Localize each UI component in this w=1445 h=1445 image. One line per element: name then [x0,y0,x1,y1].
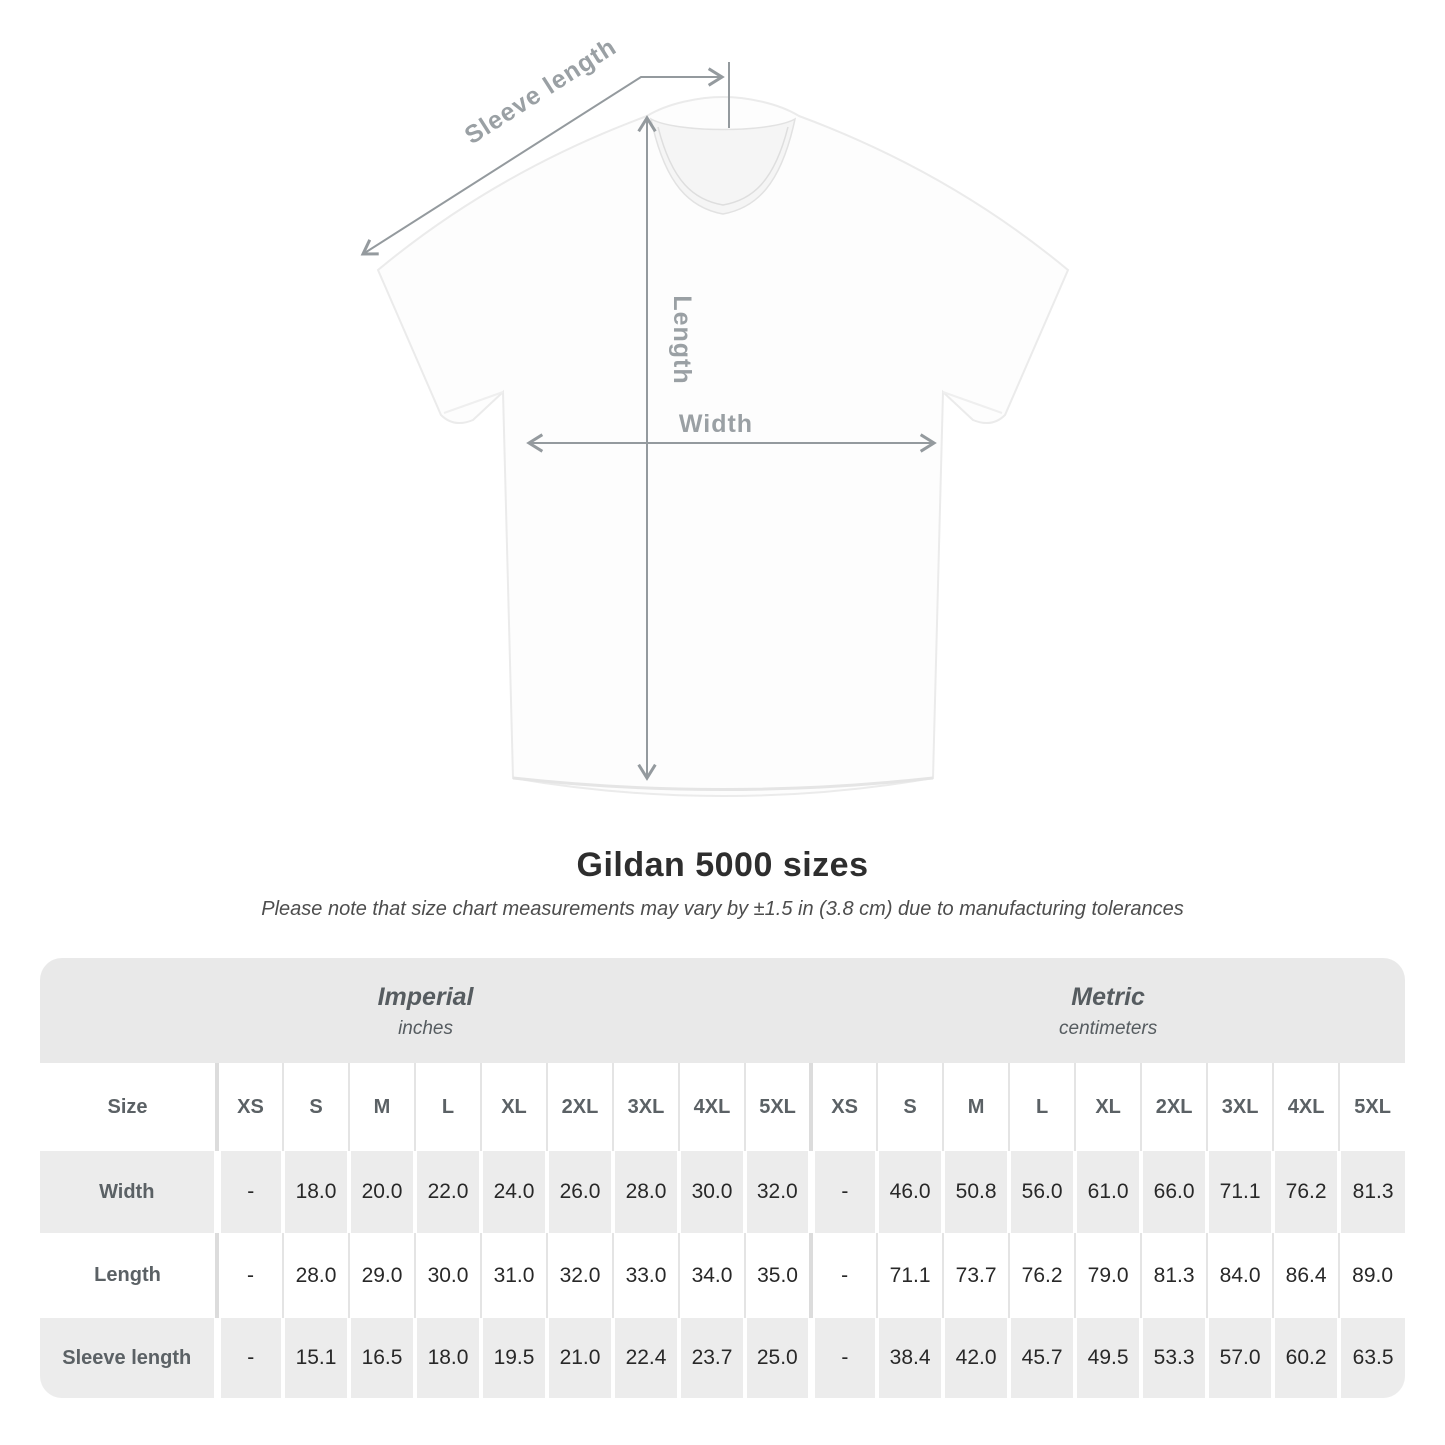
size-header-imperial-5xl: 5XL [743,1063,812,1151]
measurement-cell: 22.0 [413,1151,481,1233]
size-header-imperial-s: S [282,1063,349,1151]
size-header-imperial-m: M [348,1063,415,1151]
measurement-cell: 30.0 [414,1233,481,1318]
size-header-imperial-3xl: 3XL [612,1063,679,1151]
tshirt-measurement-diagram: Sleeve length Length Width [360,33,1070,798]
size-header-metric-l: L [1008,1063,1076,1151]
measurement-cell: 22.4 [611,1318,679,1398]
measurement-cell: 81.3 [1140,1233,1208,1318]
units-header-imperial: Imperial inches [40,958,812,1063]
measurement-cell: 20.0 [347,1151,415,1233]
measurement-cell: 30.0 [677,1151,745,1233]
measurement-cell: - [215,1233,283,1318]
measurement-cell: 76.2 [1008,1233,1076,1318]
size-header-metric-s: S [876,1063,944,1151]
length-label: Length [668,295,696,384]
sleeve-length-label: Sleeve length [460,33,622,150]
width-label: Width [679,410,753,438]
sleeve-length-arrow [360,67,725,256]
measurement-cell: 81.3 [1337,1151,1405,1233]
measurement-cell: 50.8 [941,1151,1010,1233]
measurement-cell: 86.4 [1272,1233,1340,1318]
measurement-cell: 61.0 [1073,1151,1142,1233]
measurement-cell: 25.0 [742,1318,812,1398]
size-header-metric-m: M [942,1063,1010,1151]
measurement-cell: 24.0 [479,1151,547,1233]
measurement-cell: 21.0 [545,1318,613,1398]
measurement-cell: 19.5 [479,1318,547,1398]
row-label: Width [40,1151,217,1233]
measurement-cell: 57.0 [1205,1318,1274,1398]
size-header-imperial-xl: XL [480,1063,547,1151]
measurement-cell: 16.5 [347,1318,415,1398]
measurement-cell: 46.0 [875,1151,944,1233]
imperial-sublabel: inches [398,1017,453,1039]
metric-sublabel: centimeters [1059,1017,1158,1039]
measurement-cell: - [809,1233,878,1318]
measurement-cell: 60.2 [1271,1318,1340,1398]
measurement-cell: - [213,1151,283,1233]
imperial-label: Imperial [377,982,474,1011]
measurement-cell: 63.5 [1337,1318,1405,1398]
size-column-header: Size [40,1063,217,1151]
measurement-cell: 76.2 [1271,1151,1340,1233]
measurement-cell: 66.0 [1139,1151,1208,1233]
measurement-cell: 49.5 [1073,1318,1142,1398]
size-header-imperial-4xl: 4XL [678,1063,745,1151]
size-header-metric-xs: XS [809,1063,878,1151]
measurement-cell: 32.0 [546,1233,613,1318]
measurement-cell: 18.0 [281,1151,349,1233]
size-header-metric-2xl: 2XL [1140,1063,1208,1151]
size-header-imperial-xs: XS [215,1063,283,1151]
measurement-cell: 32.0 [742,1151,812,1233]
measurement-cell: 79.0 [1074,1233,1142,1318]
measurement-cell: 53.3 [1139,1318,1208,1398]
measurement-cell: 73.7 [942,1233,1010,1318]
size-header-metric-4xl: 4XL [1272,1063,1340,1151]
measurement-cell: 18.0 [413,1318,481,1398]
size-header-imperial-2xl: 2XL [546,1063,613,1151]
units-header-metric: Metric centimeters [811,958,1405,1063]
measurement-cell: 45.7 [1007,1318,1076,1398]
size-header-metric-xl: XL [1074,1063,1142,1151]
measurement-cell: 56.0 [1007,1151,1076,1233]
measurement-cell: 33.0 [612,1233,679,1318]
size-header-metric-5xl: 5XL [1338,1063,1405,1151]
measurement-cell: 71.1 [876,1233,944,1318]
measurement-cell: - [213,1318,283,1398]
measurement-cell: 29.0 [348,1233,415,1318]
measurement-cell: 89.0 [1338,1233,1405,1318]
page-title: Gildan 5000 sizes [576,846,869,884]
measurement-cell: - [807,1151,878,1233]
table-row-sleeve-length: Sleeve length -15.1 16.5 18.0 19.5 21.0 22.4 23… [40,1318,1405,1398]
table-row-length: Length -28.0 29.0 30.0 31.0 32.0 33.0 34.0 35.0-… [40,1233,1405,1318]
measurement-cell: 15.1 [281,1318,349,1398]
measurement-cell: 35.0 [743,1233,812,1318]
table-row-width: Width -18.0 20.0 22.0 24.0 26.0 28.0 30.0 32.0-4… [40,1151,1405,1233]
measurement-cell: 71.1 [1205,1151,1274,1233]
measurement-cell: 23.7 [677,1318,745,1398]
row-label: Length [40,1233,217,1318]
measurement-cell: 38.4 [875,1318,944,1398]
measurement-cell: 28.0 [282,1233,349,1318]
measurement-cell: 42.0 [941,1318,1010,1398]
measurement-cell: 34.0 [678,1233,745,1318]
tshirt-illustration [376,95,1070,798]
size-chart-table: Imperial inches Metric centimeters Size … [40,958,1405,1398]
page-subtitle: Please note that size chart measurements… [261,898,1184,920]
measurement-cell: 28.0 [611,1151,679,1233]
size-header-metric-3xl: 3XL [1206,1063,1274,1151]
size-header-imperial-l: L [414,1063,481,1151]
metric-label: Metric [1071,982,1145,1011]
measurement-cell: - [807,1318,878,1398]
measurement-cell: 84.0 [1206,1233,1274,1318]
row-label: Sleeve length [40,1318,217,1398]
measurement-arrows [360,62,937,781]
measurement-cell: 31.0 [480,1233,547,1318]
measurement-cell: 26.0 [545,1151,613,1233]
